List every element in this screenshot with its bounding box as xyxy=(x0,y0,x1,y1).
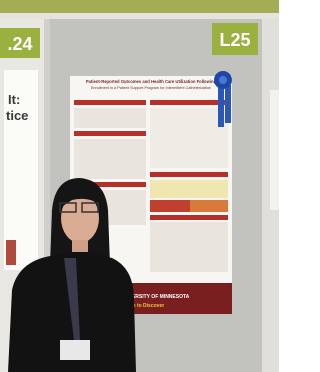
top-strip xyxy=(0,0,279,13)
top-rail xyxy=(0,13,279,19)
right-poster xyxy=(270,90,279,210)
photo: .24 L25 It: tice Patient-Reported Outcom… xyxy=(0,0,279,372)
right-sign-text: L25 xyxy=(219,30,250,50)
left-poster-bar xyxy=(6,240,16,265)
poster-subtitle: Enrollment in a Patient Support Program … xyxy=(91,86,211,90)
left-sign-text: .24 xyxy=(7,34,32,54)
poster-title: Patient-Reported Outcomes and Health Car… xyxy=(86,79,217,84)
page: .24 L25 It: tice Patient-Reported Outcom… xyxy=(0,0,279,372)
left-poster-line: tice xyxy=(6,108,28,123)
left-poster-line: It: xyxy=(8,92,20,107)
